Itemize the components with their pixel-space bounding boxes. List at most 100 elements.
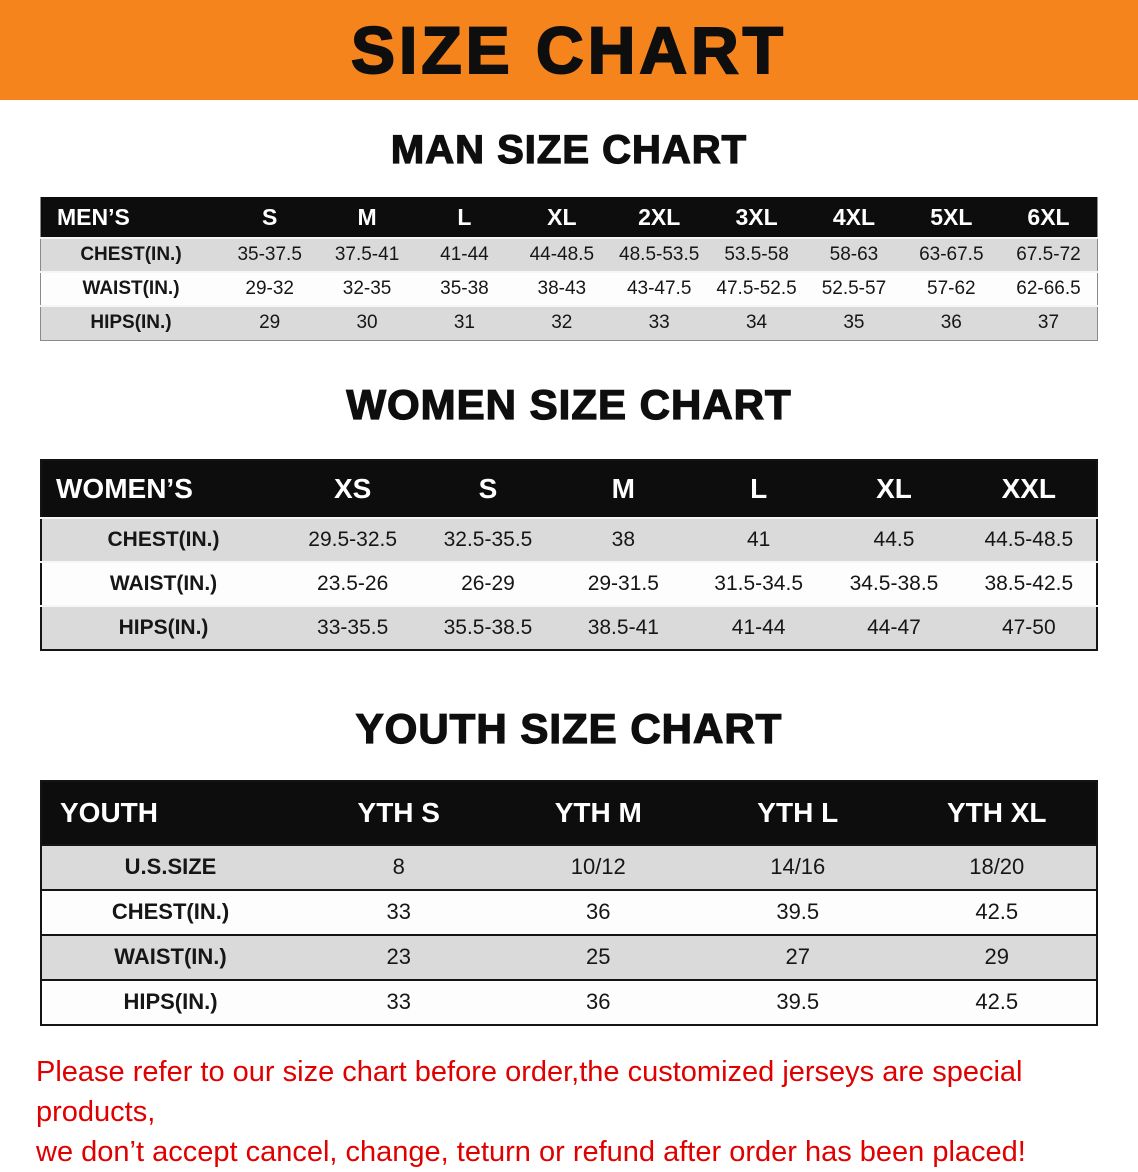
- size-value: 33: [386, 899, 411, 924]
- size-column-header: L: [690, 459, 827, 518]
- size-value: 48.5-53.5: [619, 244, 700, 265]
- size-value: 32.5-35.5: [443, 527, 533, 551]
- disclaimer: Please refer to our size chart before or…: [36, 1052, 1102, 1172]
- size-value: 41-44: [731, 615, 786, 639]
- size-value: 42.5: [975, 899, 1019, 924]
- table-title-cell: YOUTH: [41, 780, 299, 845]
- size-column-header: 6XL: [1000, 197, 1098, 238]
- size-column-header: XXL: [961, 459, 1097, 518]
- size-value: 38.5-42.5: [984, 571, 1074, 595]
- size-value: 39.5: [776, 899, 820, 924]
- size-value: 29: [259, 312, 281, 334]
- measurement-row: HIPS(IN.) 33 36 39.5 42.5: [41, 979, 1097, 1025]
- size-column-header: L: [415, 197, 514, 238]
- size-value: 43-47.5: [626, 278, 692, 299]
- measurement-label: CHEST(IN.): [80, 244, 182, 265]
- disclaimer-line-2: we don’t accept cancel, change, teturn o…: [36, 1135, 1026, 1168]
- women-size-table: WOMEN’S XS S M L XL XXL CHEST(IN.) 29.5-32.5 32.5…: [40, 458, 1098, 651]
- size-value: 23.5-26: [317, 571, 389, 595]
- size-column-header: 5XL: [902, 197, 1000, 238]
- size-value: 42.5: [975, 989, 1019, 1014]
- size-value: 41-44: [440, 244, 489, 265]
- size-value: 26-29: [461, 571, 515, 595]
- measurement-label: HIPS(IN.): [90, 312, 172, 334]
- size-column-header: XL: [826, 459, 962, 518]
- size-value: 52.5-57: [821, 278, 887, 299]
- measurement-row: CHEST(IN.) 33 36 39.5 42.5: [41, 889, 1097, 935]
- measurement-row: WAIST(IN.) 23 25 27 29: [41, 934, 1097, 980]
- table-title-cell: MEN’S: [40, 197, 221, 238]
- size-value: 31.5-34.5: [714, 571, 804, 595]
- size-value: 27: [785, 944, 810, 969]
- size-value: 35-38: [440, 278, 489, 299]
- measurement-label: WAIST(IN.): [114, 944, 227, 969]
- size-value: 63-67.5: [919, 244, 984, 265]
- size-column-header: M: [555, 459, 691, 518]
- size-value: 33: [386, 989, 411, 1014]
- size-value: 23: [386, 944, 411, 969]
- size-value: 18/20: [969, 854, 1025, 879]
- size-table-header-row: YOUTH YTH S YTH M YTH L YTH XL: [41, 780, 1097, 845]
- size-column-header: XL: [513, 197, 611, 238]
- size-value: 36: [940, 312, 962, 334]
- size-table-header-row: WOMEN’S XS S M L XL XXL: [41, 459, 1097, 518]
- size-value: 34: [745, 312, 768, 334]
- measurement-label: WAIST(IN.): [82, 278, 180, 299]
- size-value: 53.5-58: [724, 244, 789, 265]
- size-value: 36: [586, 899, 611, 924]
- size-value: 29-32: [245, 278, 294, 299]
- measurement-label: CHEST(IN.): [107, 527, 220, 551]
- measurement-row: WAIST(IN.) 23.5-26 26-29 29-31.5 31.5-34.5 34…: [41, 561, 1097, 606]
- size-value: 41: [746, 527, 771, 551]
- measurement-row: CHEST(IN.) 35-37.5 37.5-41 41-44 44-48.5 48.5…: [40, 238, 1098, 272]
- youth-size-table: YOUTH YTH S YTH M YTH L YTH XL U.S.SIZE 8 10/12…: [40, 779, 1098, 1026]
- measurement-label: U.S.SIZE: [124, 854, 217, 879]
- size-column-header: S: [221, 197, 319, 238]
- size-value: 38.5-41: [587, 615, 659, 639]
- size-value: 25: [586, 944, 611, 969]
- measurement-row: HIPS(IN.) 29 30 31 32 33 34 35 36 37: [40, 306, 1098, 340]
- size-value: 29.5-32.5: [308, 527, 398, 551]
- size-value: 34.5-38.5: [849, 571, 939, 595]
- size-value: 47.5-52.5: [716, 278, 797, 299]
- size-value: 44-48.5: [529, 244, 595, 265]
- measurement-row: CHEST(IN.) 29.5-32.5 32.5-35.5 38 41 44.5 44.5…: [41, 517, 1097, 562]
- size-value: 37.5-41: [334, 244, 400, 265]
- banner-title: SIZE CHART: [350, 13, 787, 87]
- size-value: 47-50: [1001, 615, 1056, 639]
- size-column-header: 4XL: [805, 197, 903, 238]
- women-section-heading: WOMEN SIZE CHART: [346, 380, 792, 428]
- size-column-header: S: [420, 459, 556, 518]
- measurement-row: U.S.SIZE 8 10/12 14/16 18/20: [41, 844, 1097, 890]
- men-size-table: MEN’S S M L XL 2XL 3XL 4XL 5XL 6XL CHEST(IN.) 35-37…: [40, 197, 1098, 341]
- measurement-label: WAIST(IN.): [109, 571, 218, 595]
- size-column-header: YTH M: [498, 780, 698, 845]
- men-section-heading: MAN SIZE CHART: [390, 127, 748, 172]
- size-value: 38: [611, 527, 635, 551]
- size-value: 36: [586, 989, 611, 1014]
- table-title-cell: WOMEN’S: [41, 459, 285, 518]
- size-value: 30: [356, 312, 378, 334]
- size-value: 14/16: [770, 854, 826, 879]
- size-column-header: XS: [285, 459, 421, 518]
- section-men: MAN SIZE CHART MEN’S S M L XL 2XL 3XL 4XL 5XL 6XL…: [0, 127, 1138, 341]
- disclaimer-line-1: Please refer to our size chart before or…: [36, 1055, 1023, 1128]
- size-value: 37: [1037, 312, 1060, 334]
- size-value: 8: [392, 854, 405, 879]
- size-column-header: M: [318, 197, 416, 238]
- size-value: 38-43: [537, 278, 587, 299]
- size-value: 35.5-38.5: [443, 615, 533, 639]
- measurement-label: HIPS(IN.): [123, 989, 218, 1014]
- size-value: 33: [648, 312, 670, 334]
- size-column-header: YTH L: [698, 780, 898, 845]
- section-youth: YOUTH SIZE CHART YOUTH YTH S YTH M YTH L YTH…: [0, 704, 1138, 1026]
- size-value: 58-63: [829, 244, 879, 265]
- size-value: 32: [551, 312, 573, 334]
- size-value: 39.5: [776, 989, 820, 1014]
- size-chart-banner: SIZE CHART: [0, 0, 1138, 100]
- size-value: 62-66.5: [1016, 278, 1081, 299]
- size-value: 44.5-48.5: [984, 527, 1074, 551]
- youth-section-heading: YOUTH SIZE CHART: [355, 704, 783, 752]
- measurement-label: HIPS(IN.): [118, 615, 209, 639]
